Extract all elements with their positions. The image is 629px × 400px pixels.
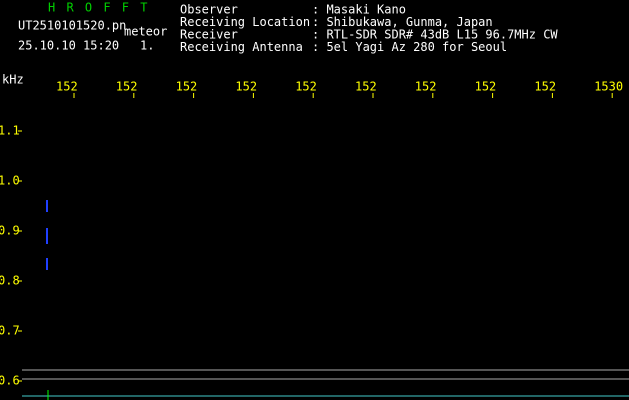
mode: meteor <box>124 25 167 39</box>
info-label: Receiving Location <box>180 15 310 29</box>
x-tick-label: 152 <box>355 80 377 94</box>
x-tick-label: 152 <box>475 80 497 94</box>
info-label: Receiving Antenna <box>180 40 303 54</box>
x-tick-label: 152 <box>235 80 257 94</box>
x-tick-label: 152 <box>56 80 78 94</box>
info-value: : Shibukawa, Gunma, Japan <box>312 15 493 29</box>
x-tick-label: 152 <box>415 80 437 94</box>
y-tick-label: 0.7 <box>0 324 20 338</box>
info-value: : Masaki Kano <box>312 3 406 17</box>
x-tick-label: 1530 <box>594 80 623 94</box>
datetime: 25.10.10 15:20 <box>18 39 119 53</box>
x-tick-label: 152 <box>295 80 317 94</box>
x-tick-label: 152 <box>534 80 556 94</box>
x-tick-label: 152 <box>176 80 198 94</box>
info-value: : RTL-SDR SDR# 43dB L15 96.7MHz CW <box>312 28 558 42</box>
info-value: : 5el Yagi Az 280 for Seoul <box>312 40 507 54</box>
file-name: UT2510101520.pn <box>18 19 126 33</box>
y-tick-label: 0.6 <box>0 374 20 388</box>
x-tick-label: 152 <box>116 80 138 94</box>
y-tick-label: 1.1 <box>0 124 20 138</box>
app-title: H R O F F T <box>48 1 149 15</box>
info-label: Receiver <box>180 28 238 42</box>
info-label: Observer <box>180 3 238 17</box>
y-unit: kHz <box>2 73 24 87</box>
y-tick-label: 0.8 <box>0 274 20 288</box>
page-number: 1. <box>140 39 154 53</box>
meteor-echo <box>46 200 48 270</box>
y-tick-label: 1.0 <box>0 174 20 188</box>
y-tick-label: 0.9 <box>0 224 20 238</box>
